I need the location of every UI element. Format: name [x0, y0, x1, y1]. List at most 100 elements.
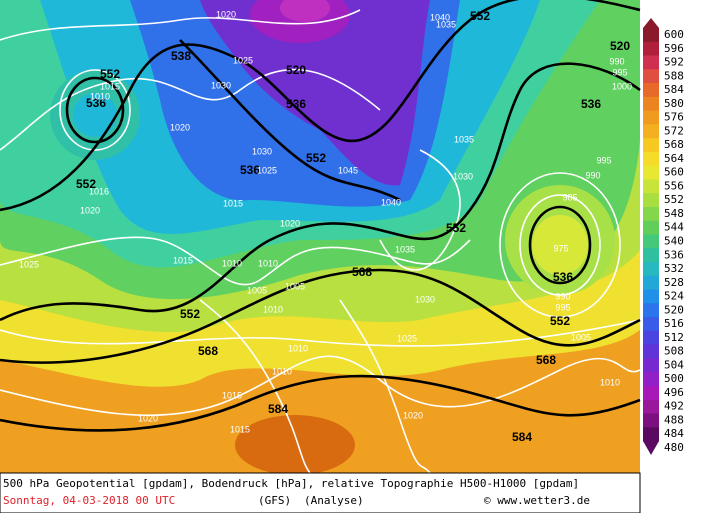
- colorbar-swatch: [643, 41, 659, 57]
- colorbar-swatch: [643, 303, 659, 318]
- colorbar-swatch: [643, 96, 659, 112]
- colorbar-label: 568: [664, 138, 684, 151]
- colorbar-swatch: [643, 124, 659, 139]
- colorbar-label: 588: [664, 69, 684, 82]
- caption-line1: 500 hPa Geopotential [gpdam], Bodendruck…: [3, 477, 579, 490]
- colorbar-label: 564: [664, 152, 684, 165]
- pressure-label: 990: [609, 56, 624, 66]
- colorbar-swatch: [643, 275, 659, 291]
- geopotential-label: 552: [470, 9, 490, 23]
- colorbar-swatch: [643, 248, 659, 263]
- pressure-label: 1020: [403, 410, 423, 420]
- pressure-label: 995: [596, 155, 611, 165]
- pressure-label: 1040: [430, 12, 450, 22]
- colorbar-swatch: [643, 151, 659, 167]
- pressure-label: 1025: [397, 333, 417, 343]
- geopotential-label: 536: [240, 163, 260, 177]
- pressure-label: 1010: [263, 304, 283, 314]
- colorbar-label: 544: [664, 221, 684, 234]
- colorbar-label: 596: [664, 42, 684, 55]
- geopotential-label: 552: [550, 314, 570, 328]
- colorbar-swatch: [643, 28, 659, 43]
- geopotential-label: 536: [286, 97, 306, 111]
- pressure-label: 995: [612, 67, 627, 77]
- colorbar-label: 500: [664, 372, 684, 385]
- colorbar-swatch: [643, 193, 659, 208]
- pressure-label: 1045: [338, 165, 358, 175]
- colorbar-arrow-top: [643, 18, 659, 28]
- caption-credit: © www.wetter3.de: [484, 494, 590, 507]
- colorbar-label: 516: [664, 317, 684, 330]
- geopotential-label: 552: [100, 67, 120, 81]
- pressure-label: 1015: [230, 424, 250, 434]
- pressure-label: 1030: [252, 146, 272, 156]
- colorbar-swatch: [643, 427, 659, 442]
- pressure-label: 1010: [90, 91, 110, 101]
- geopotential-label: 568: [536, 353, 556, 367]
- colorbar-arrow-bottom: [643, 441, 659, 455]
- caption-run: (Analyse): [304, 494, 364, 507]
- colorbar-swatch: [643, 179, 659, 194]
- colorbar-swatch: [643, 385, 659, 401]
- pressure-label: 1015: [173, 255, 193, 265]
- pressure-label: 1010: [288, 343, 308, 353]
- pressure-label: 1020: [170, 122, 190, 132]
- colorbar-label: 536: [664, 248, 684, 261]
- pressure-label: 1025: [233, 55, 253, 65]
- geopotential-label: 568: [198, 344, 218, 358]
- geopotential-label: 552: [76, 177, 96, 191]
- pressure-label: 1025: [257, 165, 277, 175]
- colorbar-label: 512: [664, 331, 684, 344]
- colorbar-swatch: [643, 358, 659, 373]
- colorbar-swatch: [643, 289, 659, 304]
- colorbar-label: 552: [664, 193, 684, 206]
- geopotential-label: 568: [352, 265, 372, 279]
- colorbar-swatch: [643, 110, 659, 125]
- pressure-label: 1005: [285, 281, 305, 291]
- pressure-label: 990: [585, 170, 600, 180]
- pressure-label: 1016: [89, 186, 109, 196]
- colorbar-label: 508: [664, 345, 684, 358]
- colorbar-label: 600: [664, 28, 684, 41]
- geopotential-label: 536: [86, 96, 106, 110]
- colorbar-swatch: [643, 234, 659, 249]
- colorbar-swatch: [643, 399, 659, 414]
- pressure-label: 1030: [415, 294, 435, 304]
- geopotential-label: 538: [171, 49, 191, 63]
- colorbar-label: 496: [664, 386, 684, 399]
- colorbar-swatch: [643, 165, 659, 180]
- colorbar-swatch: [643, 206, 659, 222]
- pressure-label: 1020: [280, 218, 300, 228]
- colorbar-label: 576: [664, 111, 684, 124]
- colorbar-label: 584: [664, 83, 684, 96]
- geopotential-label: 552: [306, 151, 326, 165]
- colorbar-label: 520: [664, 303, 684, 316]
- colorbar-label: 488: [664, 413, 684, 426]
- colorbar-swatch: [643, 372, 659, 387]
- map-field: [0, 0, 640, 475]
- pressure-label: 1000: [612, 81, 632, 91]
- caption-model: (GFS): [258, 494, 291, 507]
- geopotential-label: 520: [286, 63, 306, 77]
- geopotential-label: 584: [512, 430, 532, 444]
- colorbar-label: 592: [664, 56, 684, 69]
- colorbar-label: 572: [664, 124, 684, 137]
- colorbar-label: 548: [664, 207, 684, 220]
- pressure-label: 1015: [223, 198, 243, 208]
- colorbar-swatch: [643, 138, 659, 153]
- pressure-label: 1035: [436, 19, 456, 29]
- pressure-label: 1005: [571, 332, 591, 342]
- colorbar-swatch: [643, 220, 659, 235]
- pressure-label: 1020: [80, 205, 100, 215]
- colorbar-label: 540: [664, 235, 684, 248]
- colorbar-swatch: [643, 55, 659, 70]
- pressure-label: 990: [555, 291, 570, 301]
- pressure-label: 1020: [216, 9, 236, 19]
- geopotential-label: 520: [610, 39, 630, 53]
- pressure-label: 1005: [247, 285, 267, 295]
- pressure-label: 1010: [600, 377, 620, 387]
- caption-date: Sonntag, 04-03-2018 00 UTC: [3, 494, 175, 507]
- pressure-label: 1015: [222, 390, 242, 400]
- pressure-labels: 1020 1025 1030 1020 1015 1010 1030 1025 1015 1045…: [19, 9, 632, 434]
- colorbar-label: 580: [664, 97, 684, 110]
